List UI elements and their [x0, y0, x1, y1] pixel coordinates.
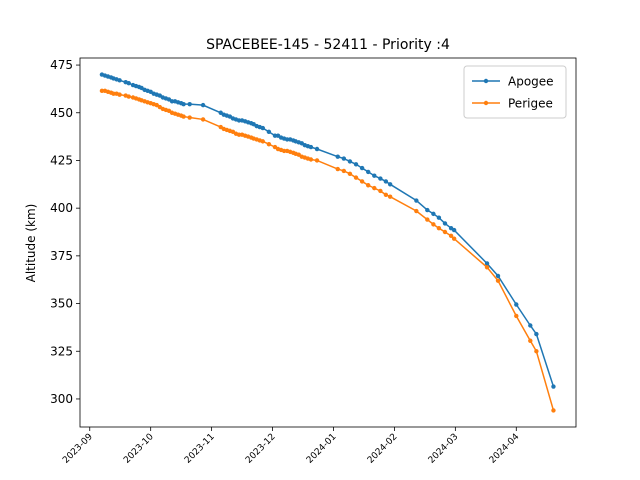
point	[451, 236, 457, 241]
point	[551, 384, 556, 389]
point	[528, 323, 533, 328]
series-line	[101, 90, 555, 411]
point	[314, 146, 320, 152]
point	[534, 349, 539, 354]
plot-frame	[79, 57, 577, 428]
point	[284, 137, 290, 142]
point	[528, 338, 533, 343]
x-tick-label: 2023-11	[183, 432, 217, 466]
point	[436, 215, 442, 220]
chart-title: SPACEBEE-145 - 52411 - Priority :4	[206, 37, 450, 53]
point	[314, 158, 320, 163]
y-tick-label: 325	[50, 344, 73, 358]
y-tick-label: 375	[50, 249, 73, 263]
point	[126, 94, 131, 99]
point	[484, 265, 490, 270]
point	[378, 176, 383, 181]
point	[260, 139, 266, 144]
point	[353, 175, 359, 180]
point	[366, 169, 371, 175]
point	[442, 221, 448, 226]
point	[514, 313, 519, 319]
point	[425, 217, 430, 222]
series-line	[101, 73, 555, 387]
point	[425, 207, 430, 213]
point	[236, 118, 242, 123]
x-tick-label: 2024-02	[366, 432, 400, 466]
point	[117, 92, 122, 97]
legend-label: Apogee	[508, 75, 554, 89]
point	[200, 102, 206, 108]
point	[353, 162, 359, 167]
x-tick-label: 2023-09	[61, 432, 95, 466]
y-tick-label: 450	[50, 106, 73, 120]
legend: Apogee Perigee	[463, 65, 567, 119]
point	[442, 229, 448, 235]
point	[126, 80, 131, 86]
point	[99, 88, 105, 94]
point	[366, 183, 371, 188]
point	[341, 156, 347, 161]
point	[281, 148, 287, 154]
point	[495, 278, 501, 283]
point	[534, 331, 539, 337]
x-tick-label: 2024-01	[305, 432, 339, 466]
point	[335, 154, 340, 159]
x-tick-label: 2024-03	[427, 432, 461, 466]
point	[187, 101, 192, 107]
legend-box	[463, 65, 567, 119]
point	[383, 179, 389, 184]
point	[514, 302, 519, 307]
point	[341, 168, 347, 174]
point	[448, 233, 454, 239]
legend-marker	[483, 100, 489, 106]
x-tick-label: 2023-12	[244, 432, 278, 466]
point	[260, 125, 266, 131]
point	[236, 132, 242, 137]
point	[187, 115, 192, 120]
point	[181, 114, 186, 119]
point	[347, 171, 353, 177]
point	[431, 211, 436, 217]
point	[378, 188, 383, 194]
point	[308, 144, 314, 150]
point	[200, 117, 206, 122]
point	[387, 182, 393, 187]
y-tick-label: 400	[50, 201, 73, 215]
x-tick-label: 2023-10	[122, 432, 156, 466]
point	[495, 273, 501, 279]
point	[551, 408, 556, 413]
point	[272, 133, 278, 138]
point	[414, 208, 419, 214]
point	[451, 227, 457, 233]
point	[181, 101, 186, 107]
point	[266, 142, 272, 147]
x-tick-label: 2024-04	[488, 432, 522, 466]
point	[347, 159, 353, 164]
point	[266, 129, 272, 135]
point	[431, 222, 436, 227]
point	[169, 99, 175, 104]
point	[335, 166, 340, 172]
y-tick-label: 425	[50, 153, 73, 167]
point	[372, 185, 377, 191]
point	[111, 91, 116, 96]
point	[359, 179, 365, 184]
point	[484, 261, 490, 266]
point	[359, 165, 365, 171]
point	[387, 194, 393, 199]
point	[308, 157, 314, 162]
legend-label: Perigee	[508, 97, 553, 111]
point	[383, 192, 389, 198]
y-tick-label: 350	[50, 297, 73, 311]
y-tick-label: 300	[50, 392, 73, 406]
legend-marker	[483, 78, 489, 84]
point	[372, 173, 377, 178]
y-tick-label: 475	[50, 58, 73, 72]
point	[117, 78, 122, 83]
point	[414, 198, 419, 203]
point	[436, 225, 442, 231]
y-axis-label: Altitude (km)	[24, 204, 38, 283]
